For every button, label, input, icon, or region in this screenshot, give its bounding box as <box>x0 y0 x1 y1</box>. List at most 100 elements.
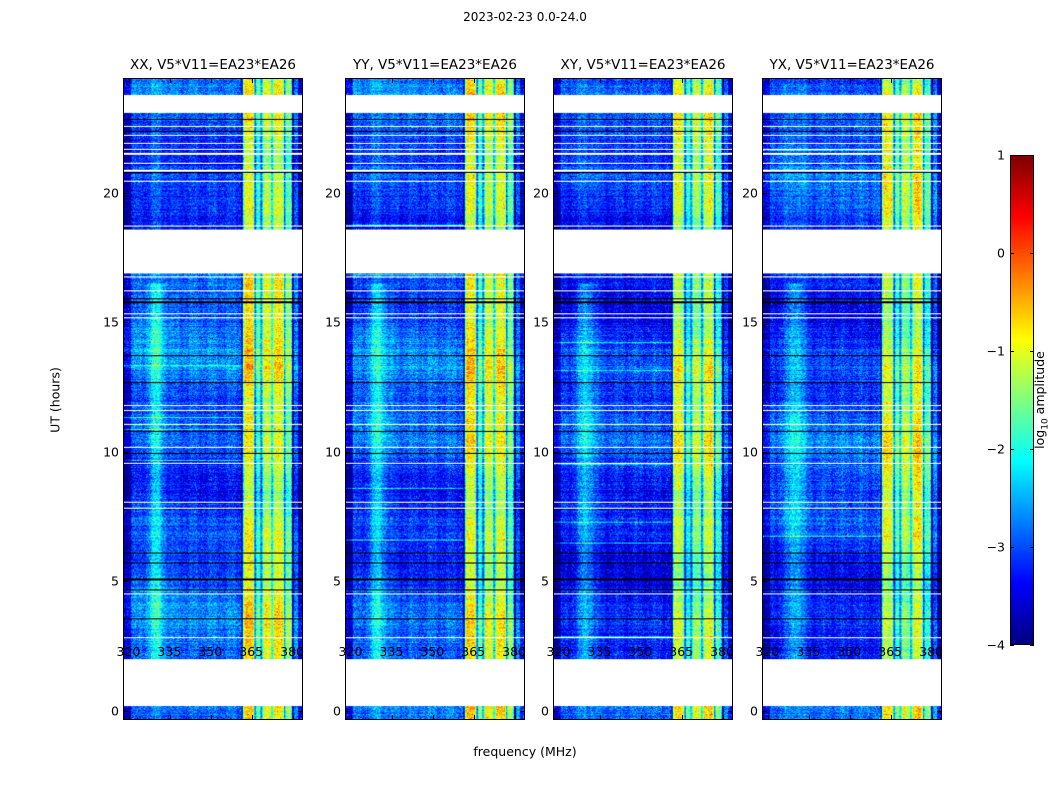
y-axis-label: UT (hours) <box>47 367 63 433</box>
y-tick-label: 15 <box>533 314 549 330</box>
x-tick-mark <box>600 715 602 719</box>
x-tick-label: 365 <box>878 644 903 659</box>
x-tick-mark <box>170 715 172 719</box>
y-tick-mark <box>728 581 732 583</box>
y-tick-mark <box>346 710 350 712</box>
panel-xx[interactable]: XX, V5*V11=EA23*EA26 0 5 10 15 20 <box>103 57 303 720</box>
y-tick-mark <box>728 322 732 324</box>
panel-yx[interactable]: YX, V5*V11=EA23*EA26 0 5 10 15 20 <box>742 57 942 720</box>
x-tick-mark <box>129 715 131 719</box>
x-tick-mark <box>293 79 295 83</box>
axes-frame-yy: 0 5 10 15 20 <box>325 78 525 720</box>
y-tick-mark <box>554 322 558 324</box>
x-tick-label: 335 <box>157 644 182 659</box>
colorbar-label-tail: amplitude <box>1031 351 1047 419</box>
y-tick-mark <box>298 192 302 194</box>
y-tick-mark <box>298 451 302 453</box>
x-tick-label: 350 <box>837 644 862 659</box>
y-tick-mark <box>520 581 524 583</box>
y-tick-label: 20 <box>325 185 341 201</box>
x-tick-label: 320 <box>755 644 780 659</box>
colorbar-tick-label: −1 <box>986 343 1005 359</box>
colorbar-tick-mark <box>1030 253 1034 254</box>
y-tick-mark <box>763 322 767 324</box>
y-tick-label: 0 <box>750 703 758 719</box>
y-tick-mark <box>554 192 558 194</box>
colorbar-tick-mark <box>1010 645 1014 646</box>
x-tick-label: 335 <box>379 644 404 659</box>
y-tick-label: 10 <box>325 444 341 460</box>
axes-frame-xx: 0 5 10 15 20 <box>103 78 303 720</box>
x-tick-mark <box>768 715 770 719</box>
y-tick-label: 20 <box>533 185 549 201</box>
x-tick-mark <box>682 79 684 83</box>
x-tick-label: 350 <box>628 644 653 659</box>
y-tick-label: 15 <box>103 314 119 330</box>
panel-title-xx: XX, V5*V11=EA23*EA26 <box>129 57 296 73</box>
x-tick-mark <box>850 715 852 719</box>
y-tick-mark <box>728 451 732 453</box>
x-tick-mark <box>252 715 254 719</box>
y-tick-label: 5 <box>750 573 758 589</box>
waterfall-image-yx <box>763 79 941 719</box>
x-tick-mark <box>515 79 517 83</box>
x-tick-mark <box>559 715 561 719</box>
x-tick-label: 380 <box>280 644 305 659</box>
x-tick-mark <box>392 79 394 83</box>
x-tick-mark <box>392 715 394 719</box>
x-tick-label: 365 <box>669 644 694 659</box>
x-tick-label: 320 <box>546 644 571 659</box>
x-tick-mark <box>433 79 435 83</box>
y-tick-mark <box>937 322 941 324</box>
x-tick-mark <box>641 79 643 83</box>
x-tick-label: 380 <box>502 644 527 659</box>
y-tick-mark <box>937 710 941 712</box>
x-axis-label: frequency (MHz) <box>473 744 577 759</box>
x-tick-mark <box>474 715 476 719</box>
x-tick-mark <box>351 715 353 719</box>
y-tick-mark <box>346 581 350 583</box>
x-tick-label: 350 <box>420 644 445 659</box>
x-tick-mark <box>850 79 852 83</box>
x-tick-mark <box>559 79 561 83</box>
waterfall-image-xy <box>554 79 732 719</box>
y-tick-mark <box>554 710 558 712</box>
y-tick-mark <box>298 710 302 712</box>
y-tick-label: 10 <box>533 444 549 460</box>
colorbar-label: log10 amplitude <box>1032 351 1050 449</box>
colorbar-tick-label: −4 <box>986 637 1005 653</box>
colorbar-tick-label: −3 <box>986 539 1005 555</box>
colorbar-tick-mark <box>1010 253 1014 254</box>
x-tick-mark <box>211 715 213 719</box>
colorbar-tick-mark <box>1010 351 1014 352</box>
y-tick-mark <box>728 192 732 194</box>
y-tick-mark <box>554 581 558 583</box>
x-tick-mark <box>891 79 893 83</box>
x-tick-mark <box>682 715 684 719</box>
x-tick-mark <box>211 79 213 83</box>
y-tick-mark <box>554 451 558 453</box>
x-tick-label: 365 <box>239 644 264 659</box>
y-tick-mark <box>520 322 524 324</box>
y-tick-mark <box>520 710 524 712</box>
x-tick-mark <box>515 715 517 719</box>
panel-xy[interactable]: XY, V5*V11=EA23*EA26 0 5 10 15 20 <box>533 57 733 720</box>
colorbar-tick-mark <box>1030 645 1034 646</box>
colorbar[interactable]: −4 −3 −2 −1 0 1 <box>987 148 1034 653</box>
y-tick-mark <box>124 451 128 453</box>
panel-yy[interactable]: YY, V5*V11=EA23*EA26 0 5 10 15 20 <box>325 57 525 720</box>
colorbar-label-main: log <box>1031 429 1047 449</box>
x-tick-label: 380 <box>919 644 944 659</box>
colorbar-tick-mark <box>1010 547 1014 548</box>
x-tick-label: 335 <box>796 644 821 659</box>
x-tick-mark <box>474 79 476 83</box>
x-tick-mark <box>600 79 602 83</box>
y-tick-mark <box>937 192 941 194</box>
colorbar-gradient <box>1010 155 1034 645</box>
y-tick-mark <box>937 451 941 453</box>
x-tick-mark <box>932 79 934 83</box>
axes-frame-xy: 0 5 10 15 20 <box>533 78 733 720</box>
colorbar-tick-mark <box>1030 351 1034 352</box>
colorbar-tick-mark <box>1010 155 1014 156</box>
